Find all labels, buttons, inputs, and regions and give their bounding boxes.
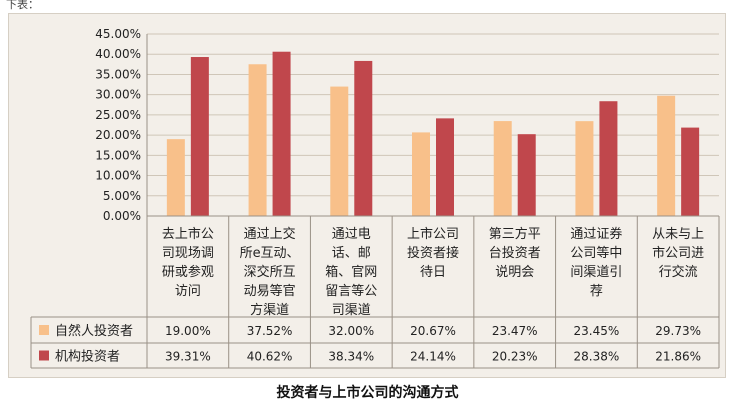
- bar: [190, 57, 209, 216]
- bar: [681, 127, 700, 216]
- bar: [517, 134, 536, 216]
- category-label: 第三方平台投资者说明会: [489, 226, 541, 280]
- y-tick-label: 35.00%: [95, 67, 141, 81]
- bar: [599, 101, 618, 216]
- data-label: 20.67%: [410, 324, 456, 338]
- legend-label: 机构投资者: [55, 349, 120, 365]
- data-label: 24.14%: [410, 350, 456, 364]
- bar: [272, 51, 291, 217]
- y-tick-label: 15.00%: [95, 148, 141, 162]
- data-label: 40.62%: [247, 350, 293, 364]
- data-label: 39.31%: [165, 350, 211, 364]
- y-tick-label: 5.00%: [103, 189, 141, 203]
- bar: [248, 64, 267, 216]
- legend-label: 自然人投资者: [55, 323, 133, 339]
- legend-swatch: [39, 350, 49, 361]
- category-label: 上市公司投资者接待日: [407, 226, 459, 280]
- y-tick-label: 10.00%: [95, 169, 141, 183]
- data-label: 32.00%: [328, 324, 374, 338]
- y-tick-label: 20.00%: [95, 128, 141, 142]
- bar: [166, 139, 185, 216]
- category-label: 通过上交所e互动、深交所互动易等官方渠道: [240, 226, 300, 318]
- bar: [354, 60, 373, 216]
- bar: [330, 86, 349, 216]
- category-label: 通过证券公司等中间渠道引荐: [570, 226, 622, 299]
- category-label: 通过电话、邮箱、官网留言等公司渠道: [325, 227, 377, 318]
- data-label: 23.47%: [492, 324, 538, 338]
- chart-caption: 投资者与上市公司的沟通方式: [276, 385, 459, 401]
- corner-text: 下表：: [6, 0, 39, 11]
- y-tick-label: 0.00%: [103, 209, 141, 223]
- data-label: 19.00%: [165, 324, 211, 338]
- legend-swatch: [39, 325, 49, 335]
- bar: [575, 121, 594, 216]
- y-tick-label: 45.00%: [95, 27, 141, 41]
- bar: [657, 95, 676, 216]
- data-label: 37.52%: [247, 324, 293, 338]
- data-label: 28.38%: [574, 350, 620, 364]
- y-tick-label: 30.00%: [95, 88, 141, 102]
- data-label: 29.73%: [655, 324, 701, 338]
- category-label: 从未与上市公司进行交流: [652, 227, 704, 280]
- chart-area: 0.00% 5.00% 10.00% 15.00% 20.00% 25.00% 30.00%…: [8, 13, 726, 378]
- data-label: 23.45%: [574, 324, 620, 338]
- bar: [493, 121, 512, 216]
- data-label: 20.23%: [492, 350, 538, 364]
- category-label: 去上市公司现场调研或参观访问: [162, 226, 214, 299]
- y-tick-label: 25.00%: [95, 108, 141, 122]
- y-tick-label: 40.00%: [95, 47, 141, 61]
- bar: [412, 132, 430, 216]
- bar: [436, 118, 454, 216]
- data-label: 38.34%: [328, 350, 374, 364]
- data-label: 21.86%: [655, 350, 701, 364]
- bar-chart: 0.00% 5.00% 10.00% 15.00% 20.00% 25.00% 30.00%…: [30, 27, 720, 369]
